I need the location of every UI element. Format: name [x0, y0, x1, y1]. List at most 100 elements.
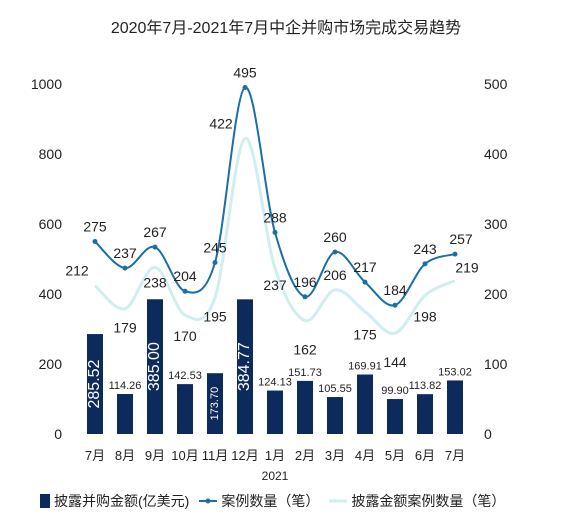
y-right-tick-label: 500: [484, 76, 508, 92]
disclosed-value-label: 195: [203, 309, 227, 325]
legend-item-disclosed-cases: 披露金额案例数量（笔）: [329, 491, 505, 511]
x-tick-label: 3月: [325, 448, 345, 463]
x-tick-label: 12月: [231, 448, 258, 463]
disclosed-value-label: 212: [65, 263, 89, 279]
cases-value-label: 257: [449, 231, 473, 247]
bar-amount: [297, 380, 313, 434]
disclosed-value-label: 162: [293, 342, 317, 358]
disclosed-value-label: 144: [383, 354, 407, 370]
legend-item-cases: 案例数量（笔）: [199, 491, 319, 511]
point-cases: [242, 85, 248, 90]
point-cases: [182, 288, 188, 294]
x-tick-label: 1月: [265, 448, 285, 463]
bar-amount: [387, 399, 403, 434]
disclosed-value-label: 175: [353, 327, 377, 343]
point-cases: [332, 249, 338, 255]
bar-amount: [417, 394, 433, 434]
disclosed-value-label: 238: [143, 274, 167, 290]
bar-value-label: 153.02: [438, 366, 472, 378]
x-tick-label: 2月: [295, 448, 315, 463]
point-cases: [92, 239, 98, 244]
bar-value-label: 384.77: [236, 342, 253, 391]
bar-amount: [147, 299, 163, 434]
y-left-tick-label: 1000: [31, 76, 62, 92]
x-tick-label: 7月: [85, 448, 105, 463]
point-cases: [452, 251, 458, 257]
disclosed-value-label: 170: [173, 328, 197, 344]
disclosed-value-label: 237: [263, 277, 287, 293]
y-right-tick-label: 200: [484, 286, 508, 302]
y-left-tick-label: 0: [54, 426, 62, 442]
series-line-cases: [94, 86, 456, 307]
bar-value-label: 142.53: [168, 370, 202, 382]
y-left-tick-label: 600: [39, 216, 63, 232]
bar-value-label: 385.00: [146, 342, 163, 391]
bar-value-label: 105.55: [318, 383, 352, 395]
bar-value-label: 114.26: [109, 380, 142, 392]
bar-value-label: 124.13: [258, 377, 292, 389]
x-tick-label: 5月: [385, 448, 405, 463]
x-tick-label: 11月: [202, 448, 229, 463]
disclosed-value-label: 206: [323, 267, 347, 283]
cases-value-label: 267: [143, 224, 167, 240]
point-cases: [392, 302, 398, 308]
bar-amount: [357, 374, 373, 434]
y-right-tick-label: 300: [484, 216, 508, 232]
legend-label-disclosed-cases: 披露金额案例数量（笔）: [351, 493, 506, 509]
cases-value-label: 184: [383, 282, 407, 298]
legend-item-amount: 披露并购金额(亿美元): [40, 491, 189, 511]
legend-swatch-disclosed-cases: [329, 499, 348, 503]
bar-value-label: 113.82: [409, 380, 442, 392]
cases-value-label: 245: [203, 240, 227, 256]
bar-value-label: 151.73: [288, 367, 322, 379]
x-tick-label: 10月: [171, 448, 198, 463]
bar-amount: [237, 299, 253, 434]
bar-amount: [207, 373, 223, 434]
disclosed-value-label: 422: [209, 116, 233, 132]
cases-value-label: 237: [113, 245, 137, 261]
x-tick-label: 7月: [445, 448, 465, 463]
bar-value-label: 173.70: [209, 387, 221, 421]
point-cases: [212, 260, 218, 265]
point-cases: [422, 261, 428, 267]
cases-value-label: 196: [293, 274, 317, 290]
x-year-label: 2021: [262, 469, 289, 483]
bar-amount: [327, 397, 343, 434]
legend-swatch-cases: [199, 498, 218, 504]
y-left-tick-label: 200: [39, 356, 63, 372]
x-tick-label: 9月: [145, 448, 165, 463]
disclosed-value-label: 179: [113, 320, 137, 336]
bar-value-label: 169.91: [348, 361, 382, 373]
chart-title: 2020年7月-2021年7月中企并购市场完成交易趋势: [110, 20, 462, 37]
disclosed-value-label: 219: [455, 260, 479, 276]
cases-value-label: 288: [263, 209, 287, 225]
cases-value-label: 260: [323, 229, 347, 245]
bar-amount: [117, 394, 133, 434]
x-tick-label: 8月: [115, 448, 135, 463]
y-right-tick-label: 0: [484, 426, 492, 442]
legend-label-amount: 披露并购金额(亿美元): [54, 493, 190, 509]
cases-value-label: 275: [83, 219, 107, 235]
y-right-tick-label: 100: [484, 356, 508, 372]
y-left-tick-label: 400: [39, 286, 63, 302]
bar-amount: [267, 390, 283, 434]
cases-value-label: 495: [233, 65, 257, 81]
point-cases: [302, 294, 308, 300]
cases-value-label: 243: [413, 241, 437, 257]
legend: 披露并购金额(亿美元) 案例数量（笔） 披露金额案例数量（笔）: [40, 488, 570, 514]
bar-amount: [177, 384, 193, 434]
cases-value-label: 204: [173, 268, 197, 284]
cases-value-label: 217: [353, 259, 377, 275]
point-cases: [272, 229, 278, 235]
legend-label-cases: 案例数量（笔）: [221, 493, 320, 509]
bar-amount: [87, 334, 103, 434]
point-cases: [152, 244, 158, 250]
x-tick-label: 6月: [415, 448, 435, 463]
legend-swatch-amount: [40, 494, 50, 508]
point-cases: [122, 265, 128, 271]
bar-value-label: 99.90: [381, 385, 409, 397]
point-cases: [362, 279, 368, 285]
series-line-disclosed-cases: [93, 137, 456, 335]
